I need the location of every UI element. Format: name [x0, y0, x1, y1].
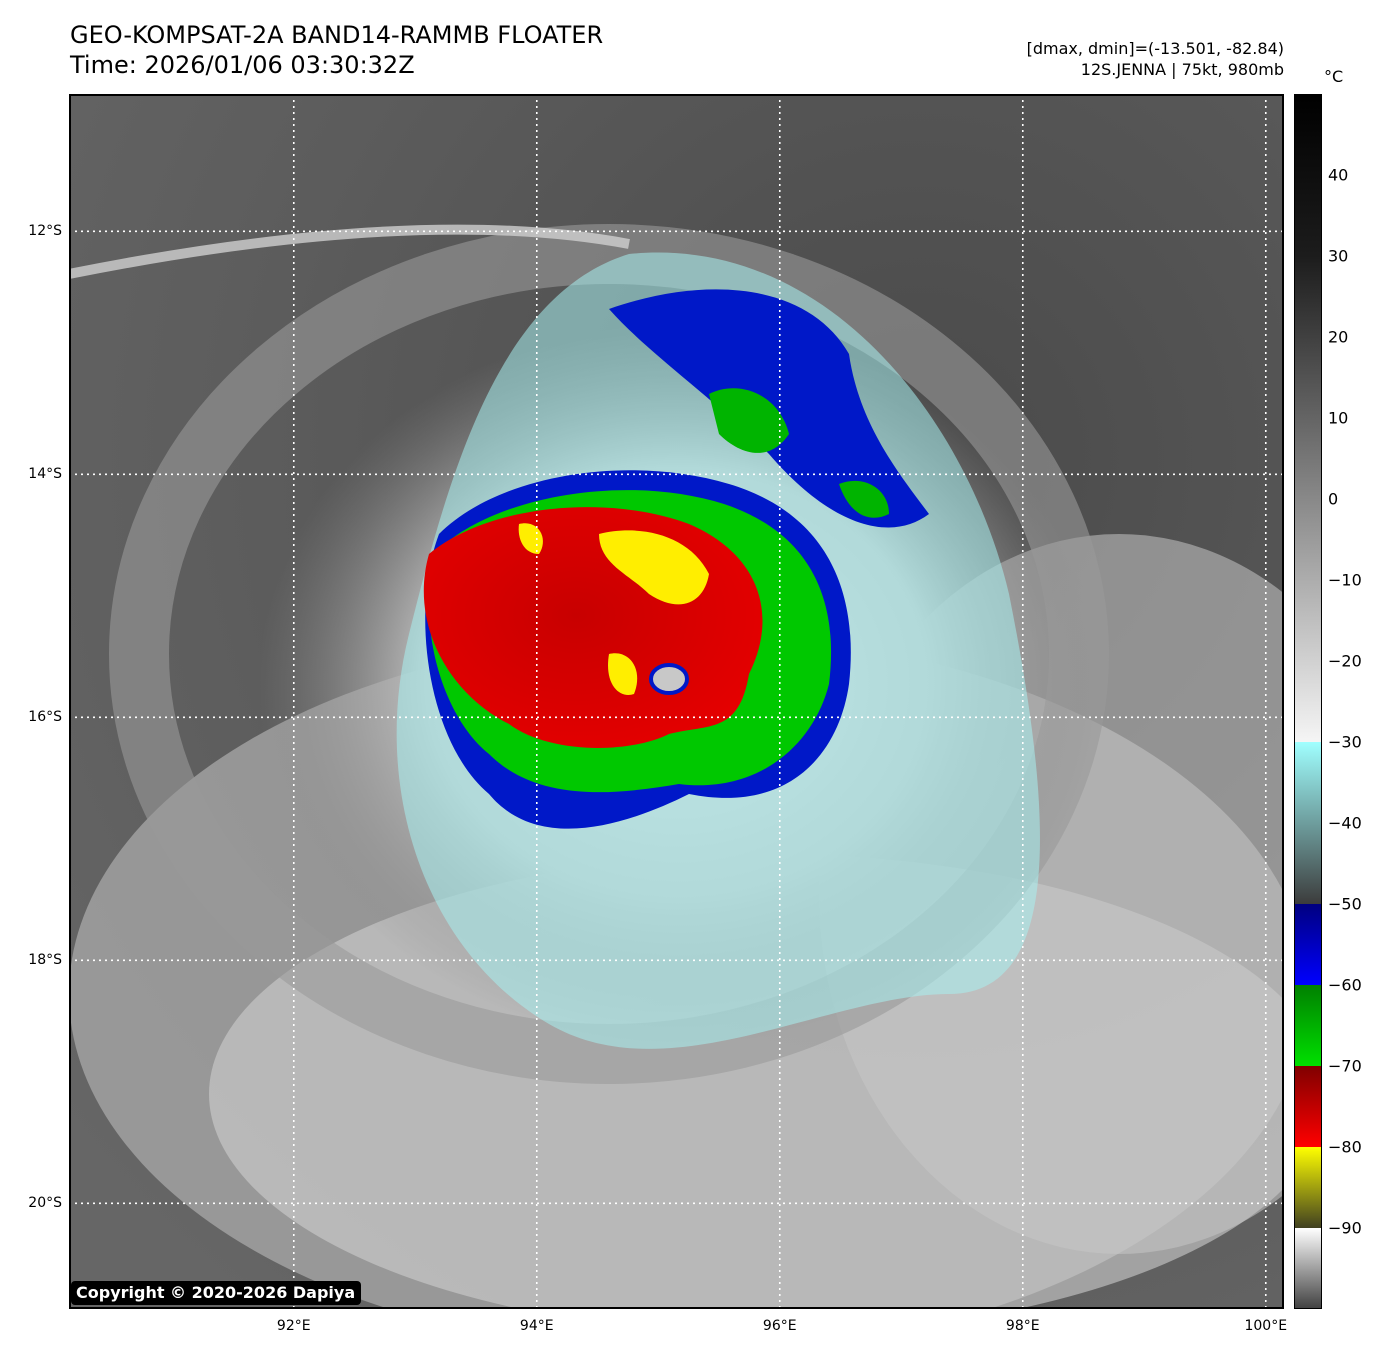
colorbar-tick-label: 30 — [1328, 246, 1349, 266]
cb-band-gray — [1295, 256, 1321, 742]
colorbar-tick-label: 0 — [1328, 489, 1339, 509]
satellite-map — [69, 94, 1284, 1309]
cb-band-green — [1295, 985, 1321, 1066]
title-line-2: Time: 2026/01/06 03:30:32Z — [70, 51, 415, 79]
lat-label: 16°S — [28, 709, 62, 726]
colorbar-tick-label: −60 — [1328, 975, 1362, 995]
cb-band-red — [1295, 1066, 1321, 1147]
dmax-dmin-text: [dmax, dmin]=(-13.501, -82.84) — [1026, 39, 1284, 58]
yellow-patch-west — [518, 523, 543, 554]
chart-title: GEO-KOMPSAT-2A BAND14-RAMMB FLOATER Time… — [70, 20, 603, 80]
colorbar-tick-label: −20 — [1328, 651, 1362, 671]
graticule — [69, 94, 1284, 1309]
lon-label: 96°E — [762, 1318, 797, 1334]
cb-band-yellow — [1295, 1147, 1321, 1228]
colorbar-tick-label: −70 — [1328, 1056, 1362, 1076]
colorbar-tick-label: −30 — [1328, 732, 1362, 752]
colorbar-tick-label: 20 — [1328, 327, 1349, 347]
yellow-patch-eye — [608, 653, 638, 695]
cb-band-cold — [1295, 1228, 1321, 1309]
yellow-patch-north — [599, 530, 709, 605]
colorbar-tick-label: −90 — [1328, 1218, 1362, 1238]
colorbar-tick-label: 10 — [1328, 408, 1349, 428]
colorbar-unit: °C — [1324, 67, 1344, 86]
north-cirrus-streak — [69, 224, 630, 279]
lon-label: 98°E — [1005, 1318, 1040, 1334]
colorbar-tick-label: −40 — [1328, 813, 1362, 833]
storm-info-block: [dmax, dmin]=(-13.501, -82.84) 12S.JENNA… — [1027, 38, 1284, 80]
colorbar-tick-label: −10 — [1328, 570, 1362, 590]
green-north-patch — [709, 388, 789, 453]
cb-band-cyan — [1295, 742, 1321, 904]
map-border — [69, 94, 1284, 1309]
lat-label: 14°S — [28, 466, 62, 483]
lat-label: 12°S — [28, 223, 62, 240]
colorbar-tick-label: −50 — [1328, 894, 1362, 914]
storm-info-text: 12S.JENNA | 75kt, 980mb — [1080, 60, 1284, 79]
eye-feature — [649, 663, 689, 695]
lon-label: 94°E — [519, 1318, 554, 1334]
colorbar-tick-label: −80 — [1328, 1137, 1362, 1157]
cb-band-warm — [1295, 94, 1321, 256]
title-line-1: GEO-KOMPSAT-2A BAND14-RAMMB FLOATER — [70, 21, 604, 49]
cb-band-blue — [1295, 904, 1321, 985]
lon-label: 92°E — [276, 1318, 311, 1334]
lat-label: 20°S — [28, 1195, 62, 1212]
green-ne-patch — [839, 480, 889, 518]
lon-label: 100°E — [1244, 1318, 1288, 1334]
colorbar-tick-label: 40 — [1328, 165, 1349, 185]
colorbar — [1294, 94, 1322, 1309]
copyright-badge: Copyright © 2020-2026 Dapiya — [71, 1281, 362, 1305]
lat-label: 18°S — [28, 952, 62, 969]
